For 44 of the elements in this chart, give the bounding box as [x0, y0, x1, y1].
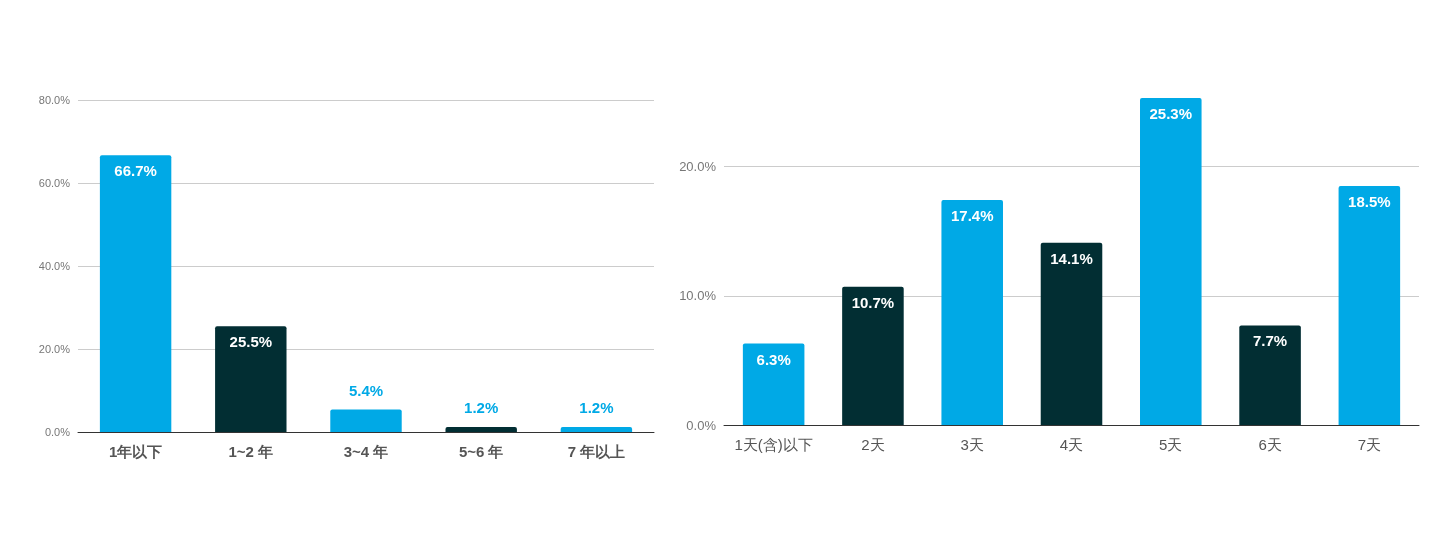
- x-tick-label: 5天: [1159, 436, 1183, 453]
- data-label: 17.4%: [950, 207, 994, 225]
- x-tick-label: 1~2 年: [228, 443, 274, 460]
- bar: [1239, 325, 1301, 425]
- data-label: 66.7%: [114, 162, 157, 180]
- bar: [99, 155, 172, 432]
- x-tick-label: 5~6 年: [458, 443, 504, 460]
- bar: [941, 200, 1003, 425]
- data-label: 6.3%: [756, 350, 791, 368]
- y-tick-label: 60.0%: [38, 177, 71, 189]
- bar: [742, 343, 805, 425]
- bar: [842, 286, 904, 425]
- x-tick-label: 7天: [1357, 436, 1382, 453]
- bar: [330, 409, 402, 432]
- y-tick-label: 0.0%: [686, 417, 717, 433]
- x-tick-label: 3天: [960, 436, 984, 453]
- data-label: 1.2%: [464, 399, 499, 417]
- data-label: 25.3%: [1149, 105, 1193, 122]
- data-label: 5.4%: [348, 381, 384, 399]
- data-label: 14.1%: [1050, 249, 1093, 267]
- bar: [1338, 185, 1401, 425]
- bar: [560, 427, 633, 432]
- y-tick-label: 10.0%: [679, 288, 717, 304]
- y-tick-label: 20.0%: [38, 343, 71, 355]
- x-tick-label: 1年以下: [108, 443, 163, 460]
- bar: [1040, 242, 1103, 425]
- y-tick-label: 20.0%: [679, 159, 717, 174]
- x-tick-label: 3~4 年: [343, 443, 389, 460]
- bar: [1140, 98, 1202, 425]
- bar: [215, 326, 287, 432]
- y-tick-label: 80.0%: [38, 94, 71, 106]
- y-tick-label: 40.0%: [38, 260, 71, 272]
- x-tick-label: 7 年以上: [567, 443, 626, 460]
- y-tick-label: 0.0%: [44, 426, 71, 438]
- data-label: 1.2%: [579, 399, 614, 417]
- data-label: 10.7%: [851, 293, 895, 311]
- x-tick-label: 4天: [1059, 436, 1084, 453]
- x-tick-label: 6天: [1258, 436, 1282, 453]
- x-tick-label: 2天: [861, 436, 885, 453]
- x-tick-label: 1天(含)以下: [734, 436, 813, 453]
- bar: [445, 427, 517, 432]
- data-label: 25.5%: [229, 333, 273, 351]
- data-label: 7.7%: [1252, 332, 1288, 350]
- data-label: 18.5%: [1348, 192, 1391, 210]
